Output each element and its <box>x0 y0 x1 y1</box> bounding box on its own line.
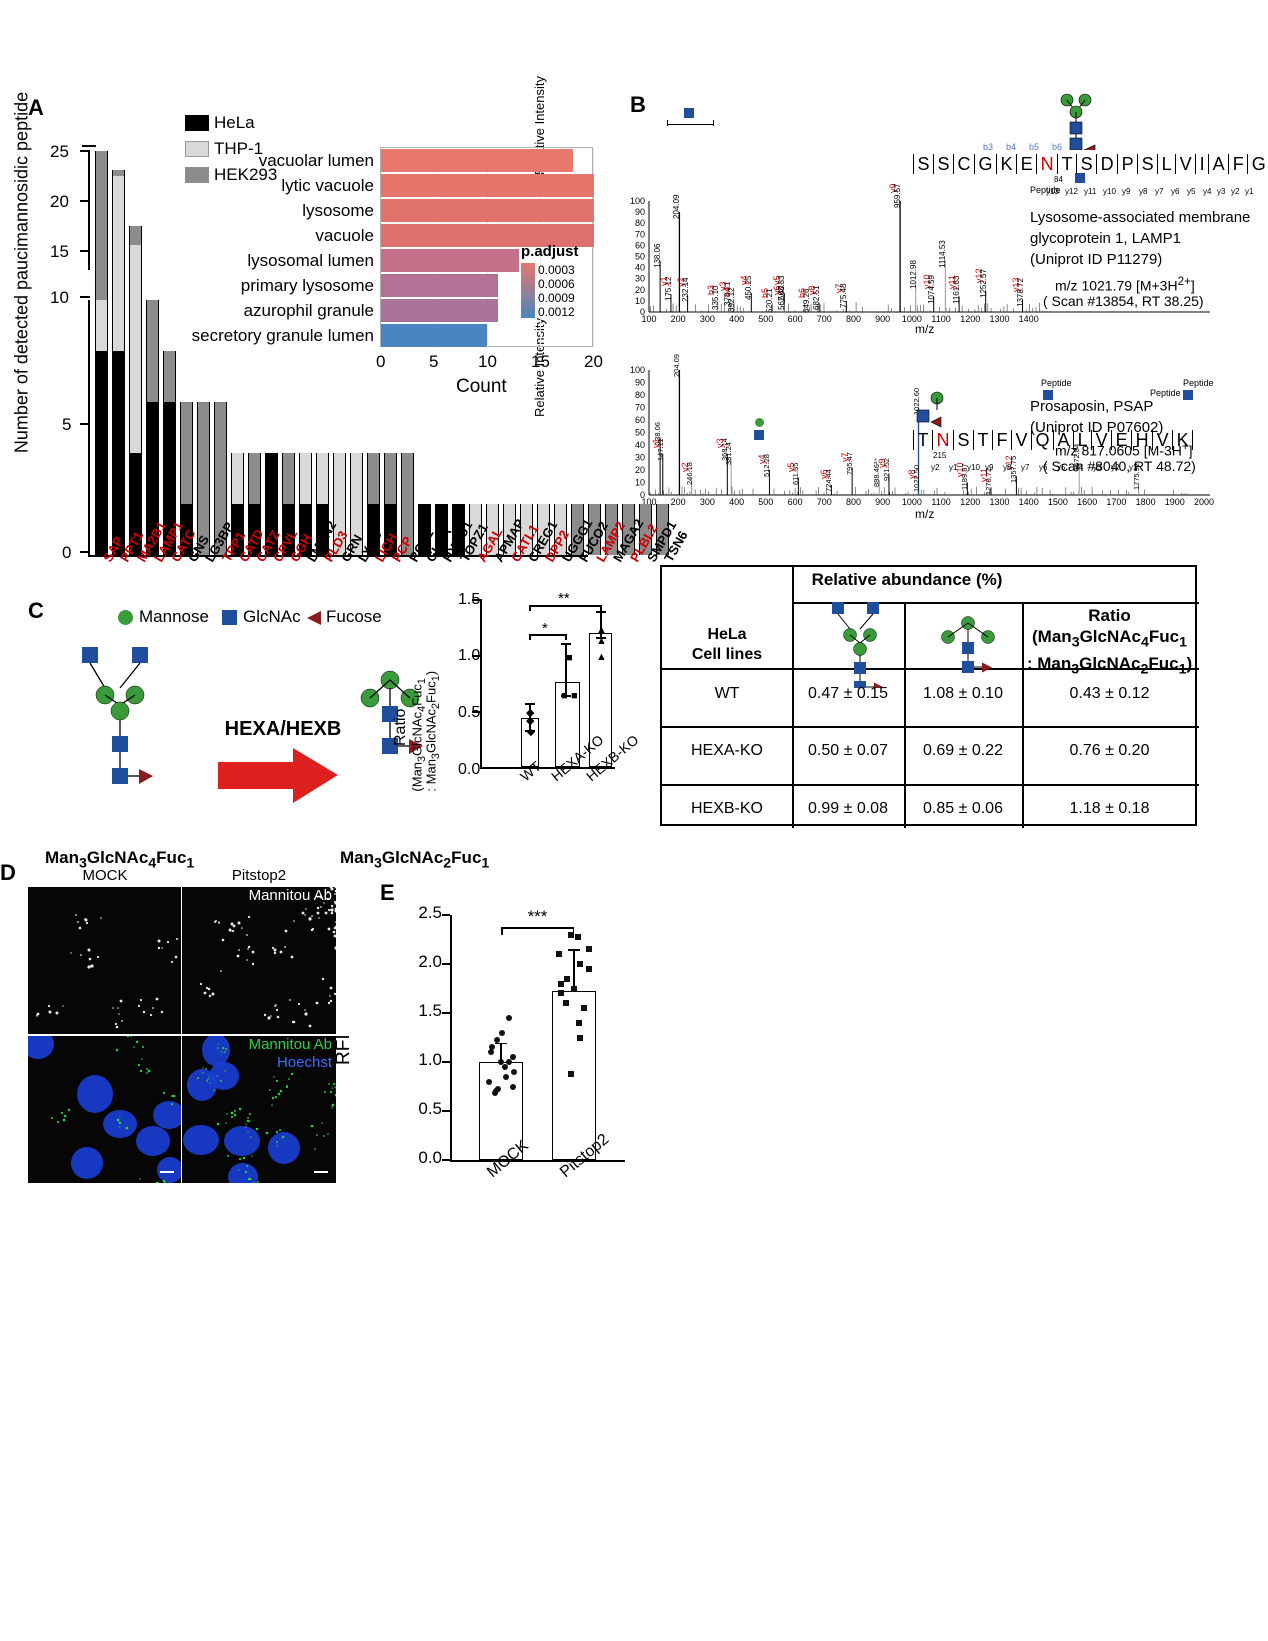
svg-text:800: 800 <box>846 497 861 507</box>
svg-text:500: 500 <box>758 314 773 324</box>
svg-text:800: 800 <box>846 314 861 324</box>
svg-text:600: 600 <box>788 497 803 507</box>
svg-text:200: 200 <box>671 314 686 324</box>
svg-text:300: 300 <box>700 497 715 507</box>
svg-text:400: 400 <box>729 497 744 507</box>
svg-text:1400: 1400 <box>1019 314 1039 324</box>
svg-text:300: 300 <box>700 314 715 324</box>
svg-text:200: 200 <box>671 497 686 507</box>
svg-text:700: 700 <box>817 314 832 324</box>
svg-text:400: 400 <box>729 314 744 324</box>
svg-text:900: 900 <box>875 314 890 324</box>
svg-text:1200: 1200 <box>960 314 980 324</box>
svg-text:600: 600 <box>788 314 803 324</box>
svg-text:1300: 1300 <box>989 314 1009 324</box>
svg-text:500: 500 <box>758 497 773 507</box>
svg-text:700: 700 <box>817 497 832 507</box>
svg-text:900: 900 <box>875 497 890 507</box>
